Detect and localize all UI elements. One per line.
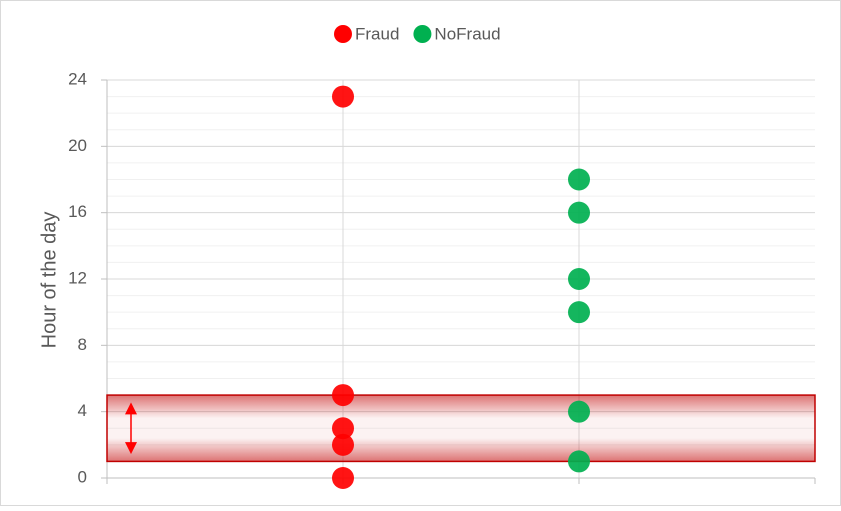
y-tick-label: 20 bbox=[68, 136, 87, 155]
highlight-band bbox=[106, 394, 816, 463]
point bbox=[332, 417, 354, 440]
legend-label: Fraud bbox=[355, 24, 399, 43]
point bbox=[568, 301, 590, 324]
y-tick-label: 4 bbox=[78, 401, 87, 420]
point bbox=[332, 433, 354, 456]
point bbox=[568, 450, 590, 473]
y-tick-label: 8 bbox=[78, 335, 87, 354]
point bbox=[568, 268, 590, 290]
y-tick-label: 12 bbox=[68, 268, 87, 287]
point bbox=[332, 384, 354, 407]
point bbox=[568, 400, 590, 423]
point bbox=[568, 168, 590, 191]
legend-marker bbox=[334, 25, 352, 43]
y-axis-label: Hour of the day bbox=[38, 212, 60, 349]
y-tick-label: 0 bbox=[78, 467, 87, 486]
point bbox=[568, 201, 590, 224]
y-tick-label: 24 bbox=[68, 69, 87, 88]
point bbox=[332, 85, 354, 108]
y-tick-label: 16 bbox=[68, 202, 87, 221]
legend-marker bbox=[413, 25, 432, 43]
point bbox=[332, 467, 354, 489]
legend-label: NoFraud bbox=[434, 24, 500, 43]
